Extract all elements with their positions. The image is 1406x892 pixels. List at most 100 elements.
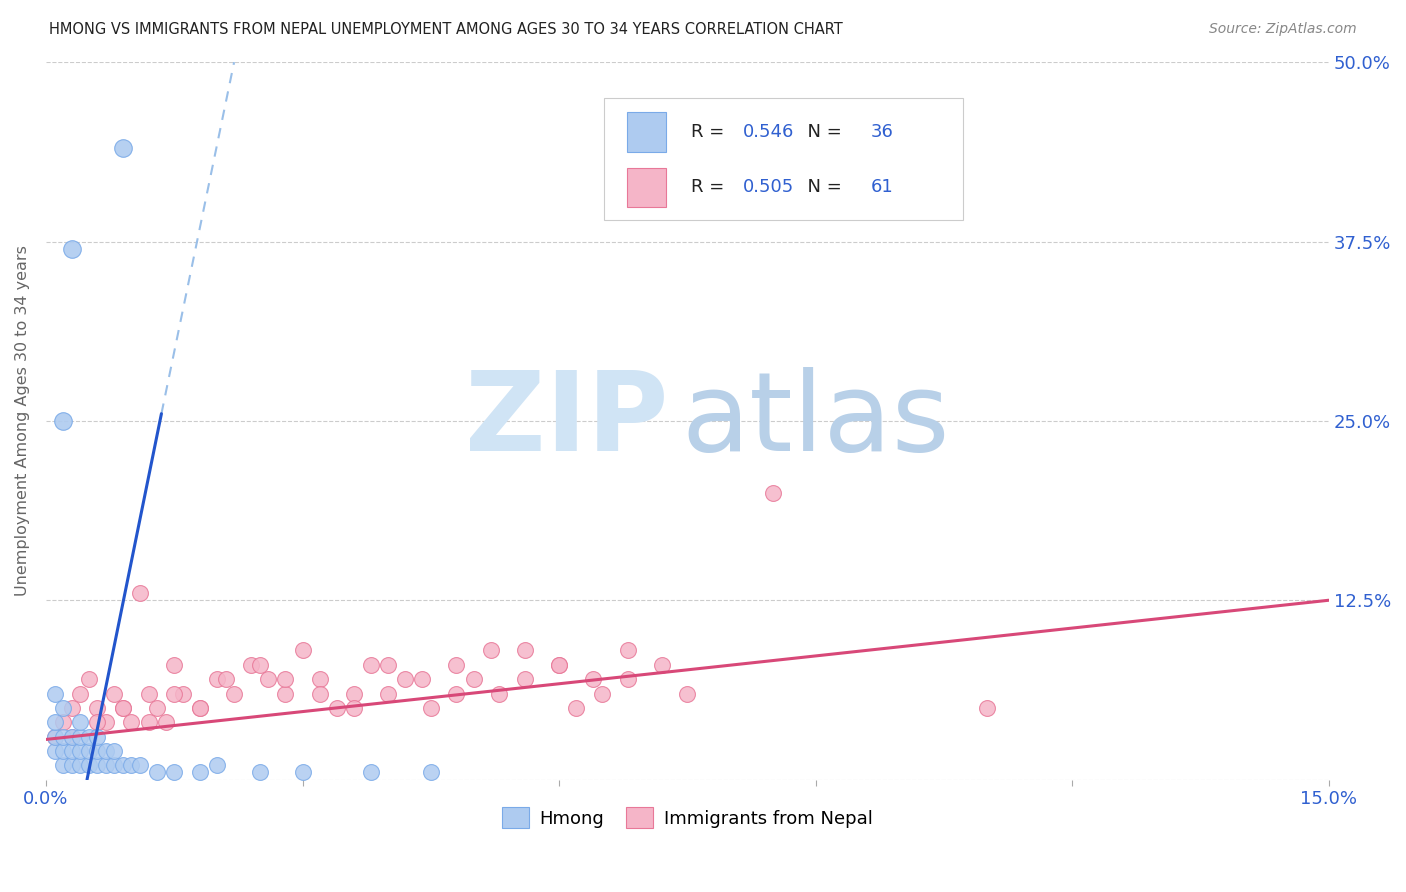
Point bbox=[69, 686, 91, 700]
Point bbox=[52, 758, 75, 772]
Text: N =: N = bbox=[796, 123, 848, 141]
Point bbox=[513, 672, 536, 686]
Point bbox=[513, 643, 536, 657]
Point bbox=[224, 686, 246, 700]
Point bbox=[394, 672, 416, 686]
Point bbox=[155, 715, 177, 730]
Point bbox=[77, 730, 100, 744]
Point bbox=[188, 701, 211, 715]
Point bbox=[60, 701, 83, 715]
Point bbox=[60, 730, 83, 744]
Point bbox=[976, 701, 998, 715]
Point bbox=[103, 758, 125, 772]
Point bbox=[103, 686, 125, 700]
Point bbox=[360, 765, 382, 780]
Point bbox=[77, 758, 100, 772]
Point bbox=[69, 744, 91, 758]
Point bbox=[103, 744, 125, 758]
Point bbox=[343, 686, 366, 700]
Point bbox=[86, 730, 108, 744]
Point bbox=[146, 701, 169, 715]
Point bbox=[163, 657, 186, 672]
Point bbox=[326, 701, 349, 715]
Point bbox=[86, 758, 108, 772]
Point bbox=[44, 730, 66, 744]
Point bbox=[129, 586, 152, 600]
Point bbox=[172, 686, 194, 700]
Point bbox=[205, 672, 228, 686]
Point bbox=[52, 701, 75, 715]
Point bbox=[274, 686, 297, 700]
Point bbox=[60, 242, 83, 256]
Y-axis label: Unemployment Among Ages 30 to 34 years: Unemployment Among Ages 30 to 34 years bbox=[15, 245, 30, 597]
Point bbox=[205, 758, 228, 772]
Point bbox=[419, 701, 441, 715]
Point bbox=[291, 643, 314, 657]
Point bbox=[52, 744, 75, 758]
Point bbox=[86, 744, 108, 758]
Point bbox=[257, 672, 280, 686]
Point bbox=[463, 672, 485, 686]
Text: atlas: atlas bbox=[681, 368, 949, 475]
Point bbox=[69, 758, 91, 772]
Point bbox=[44, 715, 66, 730]
FancyBboxPatch shape bbox=[627, 168, 665, 207]
Point bbox=[565, 701, 588, 715]
Point bbox=[762, 485, 785, 500]
Point bbox=[94, 715, 117, 730]
Point bbox=[548, 657, 571, 672]
Text: HMONG VS IMMIGRANTS FROM NEPAL UNEMPLOYMENT AMONG AGES 30 TO 34 YEARS CORRELATIO: HMONG VS IMMIGRANTS FROM NEPAL UNEMPLOYM… bbox=[49, 22, 844, 37]
Text: N =: N = bbox=[796, 178, 848, 196]
Point bbox=[308, 672, 330, 686]
Point bbox=[616, 672, 638, 686]
Point bbox=[249, 765, 271, 780]
Point bbox=[163, 686, 186, 700]
Point bbox=[94, 744, 117, 758]
Point bbox=[52, 730, 75, 744]
Point bbox=[121, 758, 143, 772]
Point bbox=[360, 657, 382, 672]
Point bbox=[86, 715, 108, 730]
Point bbox=[188, 765, 211, 780]
FancyBboxPatch shape bbox=[627, 112, 665, 152]
Point bbox=[488, 686, 510, 700]
Point bbox=[129, 758, 152, 772]
Point bbox=[77, 744, 100, 758]
Point bbox=[446, 657, 468, 672]
Point bbox=[146, 765, 169, 780]
Point bbox=[377, 686, 399, 700]
Text: Source: ZipAtlas.com: Source: ZipAtlas.com bbox=[1209, 22, 1357, 37]
Text: 0.505: 0.505 bbox=[742, 178, 794, 196]
Point bbox=[86, 701, 108, 715]
Point bbox=[111, 758, 134, 772]
Point bbox=[138, 715, 160, 730]
Point bbox=[69, 730, 91, 744]
Point bbox=[214, 672, 236, 686]
Point bbox=[44, 730, 66, 744]
Text: R =: R = bbox=[692, 123, 730, 141]
Point bbox=[111, 141, 134, 155]
Point bbox=[44, 744, 66, 758]
Point bbox=[240, 657, 263, 672]
Point bbox=[616, 643, 638, 657]
Point bbox=[60, 730, 83, 744]
Point bbox=[343, 701, 366, 715]
Point bbox=[111, 701, 134, 715]
Point bbox=[249, 657, 271, 672]
Point bbox=[111, 701, 134, 715]
Point bbox=[52, 715, 75, 730]
Point bbox=[676, 686, 699, 700]
Point bbox=[121, 715, 143, 730]
Text: R =: R = bbox=[692, 178, 730, 196]
Point bbox=[591, 686, 613, 700]
Point bbox=[60, 744, 83, 758]
Point bbox=[479, 643, 502, 657]
Point bbox=[411, 672, 433, 686]
Point bbox=[308, 686, 330, 700]
Point bbox=[274, 672, 297, 686]
Text: ZIP: ZIP bbox=[465, 368, 668, 475]
Point bbox=[138, 686, 160, 700]
Point bbox=[582, 672, 605, 686]
Point bbox=[548, 657, 571, 672]
Point bbox=[69, 715, 91, 730]
